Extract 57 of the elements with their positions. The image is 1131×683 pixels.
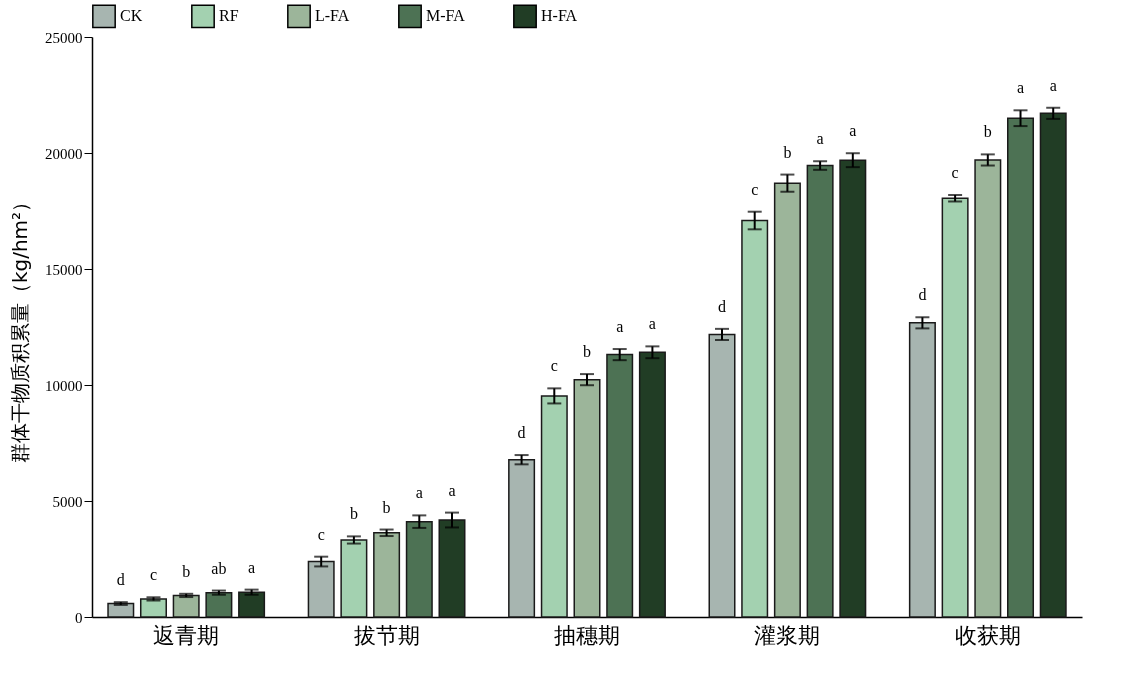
data-label: ab (211, 559, 227, 577)
y-tick-label: 10000 (45, 377, 83, 394)
bar (139, 598, 167, 618)
bar (1039, 112, 1067, 618)
data-label: b (349, 505, 358, 523)
data-label: a (849, 122, 857, 140)
bar (205, 591, 233, 618)
y-tick-label: 0 (75, 609, 83, 626)
data-label: a (248, 558, 256, 576)
data-label: a (1016, 79, 1025, 97)
y-tick-label: 20000 (45, 145, 83, 162)
y-tick-label: 5000 (52, 493, 83, 510)
x-tick-label: 抽穗期 (554, 622, 620, 648)
bar (708, 333, 736, 618)
data-label: d (116, 571, 125, 589)
data-label: a (415, 484, 423, 502)
data-label: b (783, 143, 792, 161)
x-tick-label: 收获期 (954, 622, 1021, 648)
data-label: b (983, 123, 992, 141)
y-tick-label: 15000 (45, 261, 83, 278)
x-tick-label: 返青期 (153, 622, 220, 648)
bar (540, 395, 568, 618)
data-label: a (448, 481, 456, 499)
bar (438, 519, 466, 618)
y-axis-title: 群体干物质积累量（kg/hm²） (8, 191, 32, 464)
data-label: a (1049, 76, 1057, 94)
y-tick-label: 25000 (45, 29, 83, 46)
bar (908, 322, 936, 618)
bar (741, 219, 769, 618)
bar (1007, 117, 1035, 618)
data-label: c (951, 163, 959, 181)
legend-label: CK (120, 7, 143, 25)
data-label: d (918, 286, 927, 304)
data-label: c (751, 180, 759, 198)
data-label: b (382, 498, 391, 516)
bar (638, 351, 666, 618)
legend-label: M-FA (426, 7, 466, 25)
data-label: d (517, 424, 526, 442)
x-tick-label: 拔节期 (353, 622, 420, 648)
bar (405, 520, 433, 618)
legend-label: L-FA (315, 7, 350, 25)
legend-label: H-FA (541, 7, 578, 25)
bar (172, 594, 200, 618)
legend-label: RF (219, 7, 239, 25)
data-label: a (648, 315, 656, 333)
data-label: c (550, 357, 558, 375)
bar (839, 159, 867, 618)
data-label: b (583, 343, 591, 361)
data-label: d (718, 297, 726, 315)
data-label: b (182, 562, 191, 580)
bar (974, 159, 1002, 618)
data-label: c (149, 566, 158, 584)
data-label: c (317, 525, 325, 543)
data-label: a (816, 130, 824, 148)
x-tick-label: 灌浆期 (754, 622, 821, 648)
bar (773, 182, 801, 618)
data-label: a (616, 318, 624, 336)
